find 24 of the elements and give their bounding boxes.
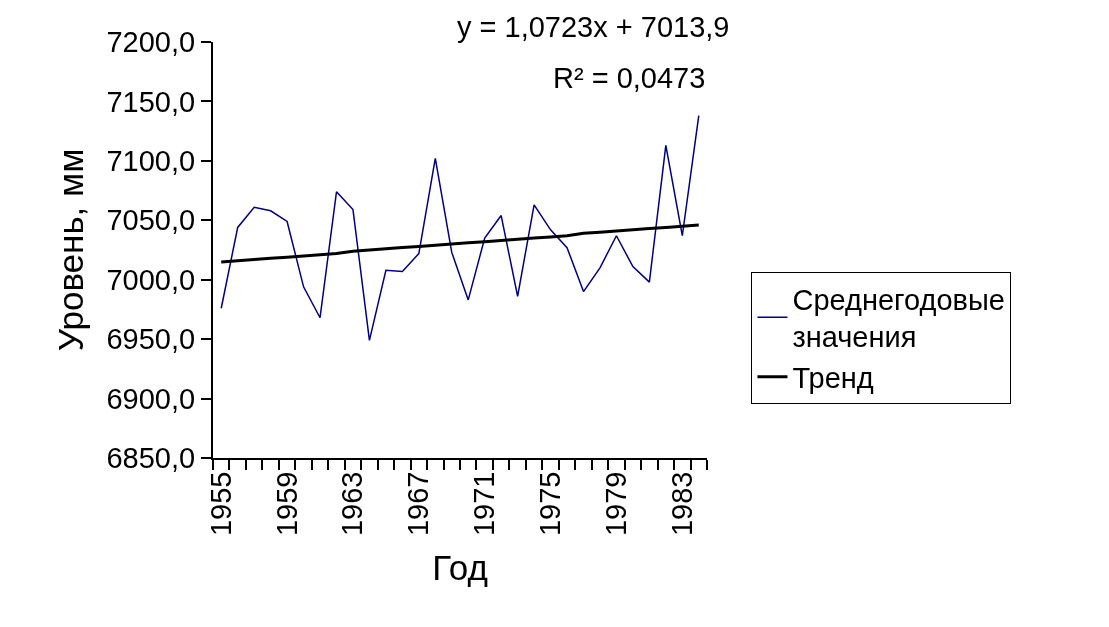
annotation: R² = 0,0473 [553, 62, 706, 94]
x-tick-label: 1963 [336, 471, 369, 537]
y-tick-label: 6850,0 [106, 442, 196, 475]
x-tick-label: 1955 [204, 471, 237, 537]
legend-label: Тренд [792, 362, 874, 395]
y-tick-label: 7100,0 [106, 145, 196, 178]
y-tick-label: 7000,0 [106, 263, 196, 296]
y-tick-label: 6950,0 [106, 323, 196, 356]
x-tick-label: 1983 [665, 471, 698, 537]
y-tick-label: 7200,0 [106, 26, 196, 59]
x-tick-label: 1959 [270, 471, 303, 537]
x-axis-title: Год [432, 547, 488, 587]
legend-label: Среднегодовые значения [792, 283, 1005, 354]
line-series [219, 223, 701, 264]
y-tick-label: 7150,0 [106, 85, 196, 118]
line-series [220, 114, 700, 342]
x-tick-label: 1979 [599, 471, 632, 537]
y-tick-label: 7050,0 [106, 204, 196, 237]
x-tick-label: 1975 [533, 471, 566, 537]
y-axis-title: Уровень, мм [51, 148, 91, 352]
annotation: y = 1,0723x + 7013,9 [457, 11, 730, 43]
y-tick-label: 6900,0 [106, 382, 196, 415]
x-tick-label: 1971 [468, 471, 501, 537]
x-tick-label: 1967 [402, 471, 435, 537]
